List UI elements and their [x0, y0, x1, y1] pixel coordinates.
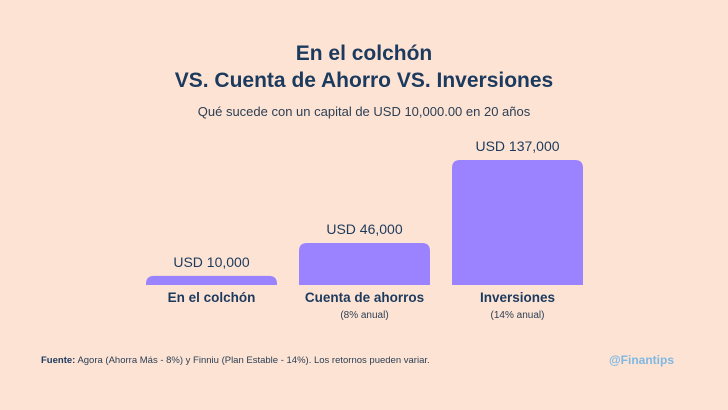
source-text: Agora (Ahorra Más - 8%) y Finniu (Plan E…	[77, 355, 430, 366]
chart-subtitle: Qué sucede con un capital de USD 10,000.…	[197, 104, 531, 119]
bar-2	[452, 160, 583, 285]
value-label-0: USD 10,000	[173, 254, 249, 270]
value-label-1: USD 46,000	[326, 221, 402, 237]
category-label-0: En el colchón	[168, 290, 256, 305]
brand-handle: @Finantips	[608, 353, 674, 367]
value-label-2: USD 137,000	[475, 138, 559, 154]
source-note: Fuente: Agora (Ahorra Más - 8%) y Finniu…	[41, 355, 430, 366]
chart-title-line2: VS. Cuenta de Ahorro VS. Inversiones	[174, 69, 554, 92]
rate-label-1: (8% anual)	[340, 310, 388, 321]
bar-0	[146, 275, 277, 285]
source-label: Fuente:	[41, 355, 76, 366]
bar-1	[299, 243, 430, 285]
category-label-1: Cuenta de ahorros	[305, 290, 424, 305]
chart-title-line1: En el colchón	[295, 42, 433, 65]
category-label-2: Inversiones	[480, 290, 555, 305]
rate-label-2: (14% anual)	[491, 310, 545, 321]
